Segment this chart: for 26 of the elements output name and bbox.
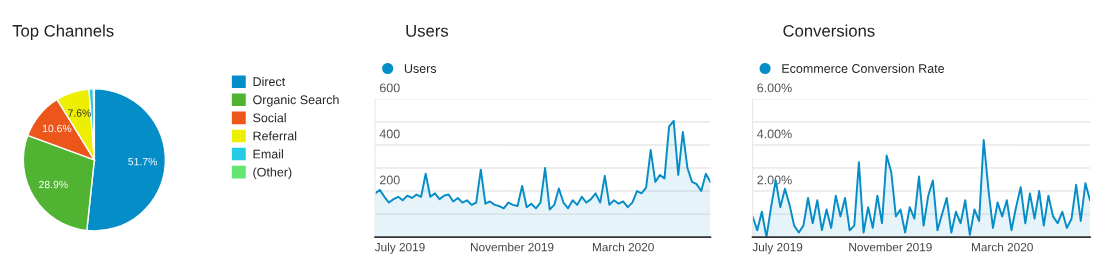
y-tick-label: 2.00% <box>757 175 792 185</box>
chart-title: Users <box>406 25 449 37</box>
legend-label: Users <box>404 64 437 73</box>
y-tick-label: 600 <box>379 83 400 93</box>
y-tick-label: 6.00% <box>757 83 792 93</box>
y-tick-label: 200 <box>379 175 400 185</box>
legend-label: (Other) <box>253 167 292 180</box>
x-tick-label: March 2020 <box>971 242 1033 252</box>
legend-label: Referral <box>253 131 297 141</box>
x-tick-label: July 2019 <box>374 242 425 254</box>
y-tick-label: 4.00% <box>757 129 792 139</box>
x-tick-label: July 2019 <box>752 242 803 254</box>
legend-label: Organic Search <box>253 95 339 107</box>
chart-title: Conversions <box>783 24 875 37</box>
x-tick-label: March 2020 <box>592 242 654 252</box>
y-tick-label: 400 <box>379 129 400 139</box>
data-label: 10.6% <box>42 124 72 133</box>
legend-label: Social <box>253 113 286 123</box>
data-label: 28.9% <box>39 180 68 189</box>
legend-label: Email <box>253 149 283 159</box>
legend-label: Direct <box>253 76 286 87</box>
legend-label: Ecommerce Conversion Rate <box>782 63 945 73</box>
data-label: 51.7% <box>128 157 157 166</box>
x-tick-label: November 2019 <box>471 242 554 252</box>
x-tick-label: November 2019 <box>849 242 932 252</box>
chart-title: Top Channels <box>12 24 114 41</box>
